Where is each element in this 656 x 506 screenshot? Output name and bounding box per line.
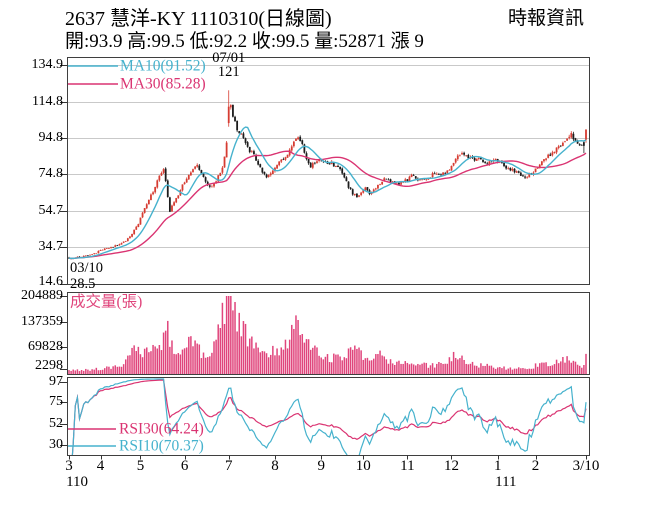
year-label: 110 (66, 474, 89, 490)
legend-rsi30: RSI30(64.24) (119, 420, 204, 438)
month-label: 9 (317, 458, 325, 474)
annotation-peak-price: 121 (217, 63, 240, 80)
legend-rsi10: RSI10(70.37) (119, 437, 204, 455)
legend-ma30: MA30(85.28) (120, 75, 206, 93)
rsi-ytick-label: 97 (49, 373, 63, 389)
price-ytick-label: 74.8 (38, 166, 64, 182)
annotation-peak-date: 07/01 (212, 49, 246, 66)
month-label: 8 (271, 458, 279, 474)
month-label: 5 (136, 458, 145, 474)
month-label: 12 (443, 458, 459, 474)
volume-ytick-label: 2298 (35, 358, 63, 373)
price-ytick-label: 14.6 (38, 274, 64, 289)
price-ytick-label: 94.8 (38, 130, 64, 145)
price-ytick-label: 114.8 (32, 93, 63, 109)
legend-ma10: MA10(91.52) (120, 57, 206, 75)
month-label: 10 (355, 458, 371, 474)
price-ytick-label: 54.7 (38, 203, 64, 218)
annotation-start-price: 28.5 (70, 275, 96, 292)
month-label: 1 (493, 458, 502, 474)
annotation-start-date: 03/10 (70, 259, 104, 276)
month-label: 2 (531, 458, 540, 474)
volume-ytick-label: 69828 (28, 339, 63, 355)
month-label: 3/10 (572, 458, 600, 474)
chart-title: 2637 慧洋-KY 1110310(日線圖) (65, 8, 332, 30)
rsi-ytick-label: 30 (49, 436, 63, 452)
source-label: 時報資訊 (508, 8, 585, 29)
quote-summary: 開:93.9 高:99.5 低:92.2 收:99.5 量:52871 漲 9 (65, 31, 424, 52)
year-label: 111 (495, 474, 517, 490)
volume-panel-label: 成交量(張) (70, 293, 143, 311)
rsi-ytick-label: 52 (49, 415, 63, 431)
month-label: 7 (224, 458, 233, 474)
rsi-ytick-label: 75 (49, 394, 63, 410)
month-label: 11 (400, 458, 415, 474)
month-label: 6 (180, 458, 189, 474)
volume-ytick-label: 137359 (21, 313, 63, 329)
price-ytick-label: 134.9 (31, 57, 64, 72)
month-label: 3 (65, 458, 73, 474)
volume-ytick-label: 204889 (21, 288, 63, 303)
month-label: 4 (96, 458, 105, 474)
price-ytick-label: 34.7 (38, 239, 64, 255)
